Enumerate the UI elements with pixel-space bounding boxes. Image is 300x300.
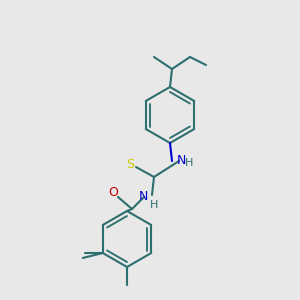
Text: H: H bbox=[150, 200, 158, 210]
Text: N: N bbox=[176, 154, 186, 166]
Text: H: H bbox=[185, 158, 193, 168]
Text: S: S bbox=[126, 158, 134, 172]
Text: O: O bbox=[108, 187, 118, 200]
Text: N: N bbox=[138, 190, 148, 203]
